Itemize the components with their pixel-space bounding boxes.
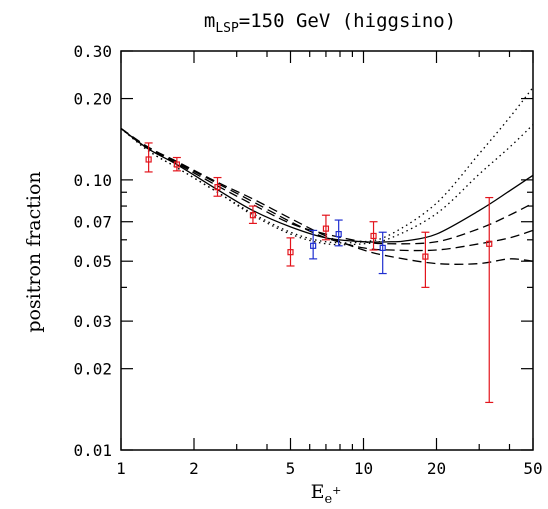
data-point-blue <box>334 219 343 247</box>
x-label-main: E <box>311 481 325 503</box>
point-marker <box>379 244 386 251</box>
title-subscript: LSP <box>215 21 239 36</box>
plot-frame <box>120 50 534 451</box>
point-marker <box>322 225 330 232</box>
data-point-red <box>369 221 378 251</box>
model-curves <box>120 86 534 265</box>
x-label-subscript: e <box>324 492 332 507</box>
y-axis-label: positron fraction <box>23 171 45 332</box>
x-axis-label: Ee+ <box>311 481 342 507</box>
title-main: m <box>204 10 215 32</box>
y-tick-label: 0.10 <box>73 171 112 190</box>
title-rest: =150 GeV (higgsino) <box>239 10 456 32</box>
x-tick-label: 10 <box>354 459 373 478</box>
data-points <box>144 142 494 404</box>
model-curve-dotted <box>120 124 534 246</box>
data-point-red <box>144 142 153 173</box>
model-curve-dotted <box>120 86 534 244</box>
x-tick-label: 50 <box>523 459 542 478</box>
data-point-red <box>286 237 295 267</box>
data-point-red <box>172 156 181 172</box>
axis-ticks: 1 2 5 10 20 50 0.01 0.02 0.03 0.05 0.07 0.10 0.20 0.3… <box>73 42 542 478</box>
point-marker <box>422 253 429 260</box>
point-marker <box>335 230 342 238</box>
data-point-red <box>321 214 330 241</box>
point-marker <box>486 240 493 247</box>
data-point-blue <box>309 229 318 260</box>
data-point-blue <box>378 231 387 275</box>
point-marker <box>370 232 377 240</box>
x-label-superscript: + <box>332 484 341 497</box>
x-tick-label: 1 <box>116 459 126 478</box>
y-tick-label: 0.01 <box>73 441 112 460</box>
point-marker <box>310 242 317 249</box>
point-marker <box>249 212 257 219</box>
y-tick-label: 0.07 <box>73 213 112 232</box>
y-tick-label: 0.20 <box>73 90 112 109</box>
point-marker <box>173 161 180 168</box>
y-tick-label: 0.02 <box>73 360 112 379</box>
point-marker <box>145 156 152 163</box>
model-curve-dashed <box>120 127 534 252</box>
data-point-red <box>421 231 430 288</box>
model-curve-dashed <box>120 127 534 265</box>
point-marker <box>287 249 294 256</box>
x-tick-label: 2 <box>189 459 199 478</box>
chart-title: mLSP=150 GeV (higgsino) <box>204 10 456 36</box>
y-tick-label: 0.05 <box>73 252 112 271</box>
x-tick-label: 5 <box>286 459 296 478</box>
y-tick-label: 0.03 <box>73 312 112 331</box>
data-point-red <box>213 176 222 197</box>
data-point-red <box>485 196 494 404</box>
y-tick-label: 0.30 <box>73 42 112 61</box>
point-marker <box>214 184 221 191</box>
model-curve-solid <box>120 127 534 243</box>
x-tick-label: 20 <box>427 459 446 478</box>
data-point-red <box>248 205 257 225</box>
